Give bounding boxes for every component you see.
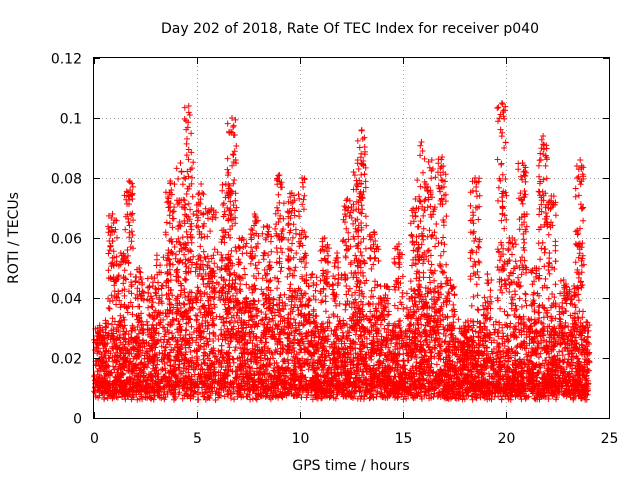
roti-points (91, 100, 593, 403)
x-tick-label: 15 (395, 431, 413, 447)
chart-title: Day 202 of 2018, Rate Of TEC Index for r… (161, 21, 539, 37)
y-tick-label: 0.06 (51, 232, 82, 248)
x-tick-label: 20 (498, 431, 516, 447)
x-tick-label: 25 (601, 431, 619, 447)
y-tick-label: 0.08 (51, 172, 82, 188)
y-axis-label: ROTI / TECUs (6, 192, 22, 284)
y-tick-label: 0.02 (51, 352, 82, 368)
x-tick-label: 5 (193, 431, 202, 447)
plot-frame (93, 57, 610, 419)
axis-ticks: 0 5 10 15 20 25 0 0.02 0.04 0.06 0.08 0.1 0.12 (51, 52, 619, 448)
y-tick-label: 0.12 (51, 52, 82, 68)
data-points (91, 100, 593, 403)
x-tick-label: 10 (292, 431, 310, 447)
y-tick-label: 0.1 (60, 112, 82, 128)
x-tick-label: 0 (90, 431, 99, 447)
y-tick-label: 0 (73, 412, 82, 428)
y-tick-label: 0.04 (51, 292, 82, 308)
x-axis-label: GPS time / hours (292, 458, 409, 474)
